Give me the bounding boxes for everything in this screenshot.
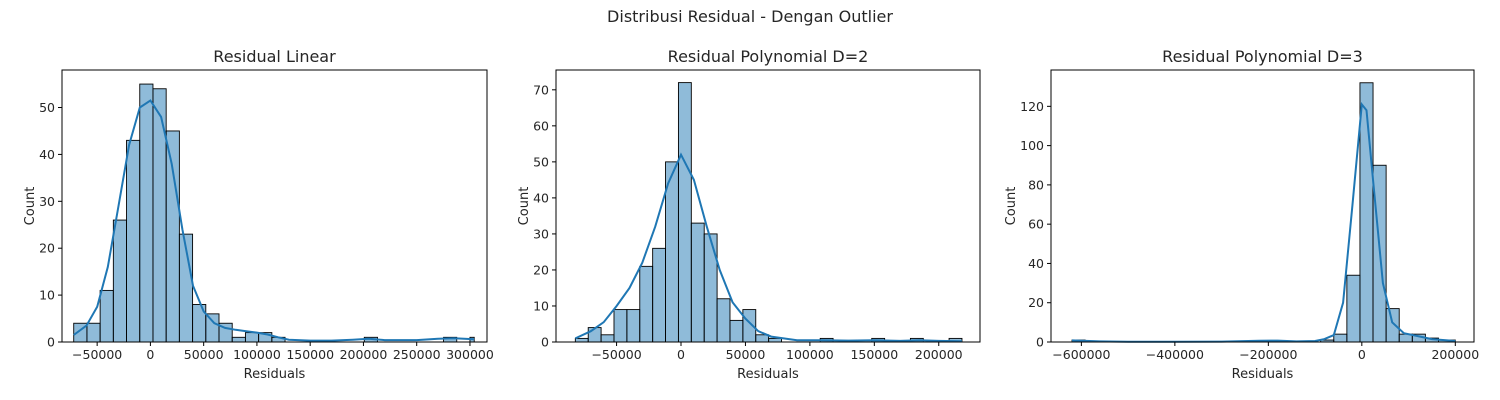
y-axis-label: Count <box>23 187 38 226</box>
y-tick-label: 10 <box>533 298 549 313</box>
y-tick-label: 120 <box>1020 99 1044 114</box>
plot-frame <box>1050 69 1475 343</box>
x-tick-label: −600000 <box>1052 347 1110 362</box>
kde-curve <box>574 152 963 343</box>
y-tick-label: 60 <box>533 118 549 133</box>
histogram-bar <box>1359 82 1374 343</box>
histogram-bar <box>703 233 718 343</box>
x-tick-label: 0 <box>1358 347 1366 362</box>
plot-frame <box>555 69 981 343</box>
y-tick-label: 0 <box>541 335 549 350</box>
y-tick-label: 10 <box>39 288 55 303</box>
panel-title: Residual Polynomial D=2 <box>668 47 869 66</box>
x-tick-label: −400000 <box>1146 347 1204 362</box>
histogram-bar <box>677 82 692 343</box>
histogram-bar <box>690 222 705 343</box>
kde-curve <box>1071 101 1456 343</box>
histogram-bar <box>613 309 628 343</box>
histogram-bar <box>652 247 666 343</box>
kde-curve <box>73 99 475 342</box>
histogram-bar <box>587 327 602 343</box>
x-tick-label: 0 <box>677 347 685 362</box>
histogram-bar <box>755 334 770 343</box>
x-tick-label: −50000 <box>72 347 122 362</box>
histogram-bar <box>99 289 114 343</box>
histogram-bar <box>205 313 220 343</box>
histogram-bar <box>1385 308 1400 343</box>
x-tick-label: −50000 <box>591 347 641 362</box>
x-tick-label: 200000 <box>915 347 963 362</box>
panel-title: Residual Linear <box>213 47 336 66</box>
y-tick-label: 0 <box>1036 335 1044 350</box>
y-tick-label: 20 <box>1028 295 1044 310</box>
x-tick-label: 200000 <box>1431 347 1479 362</box>
x-tick-label: 50000 <box>184 347 224 362</box>
histogram-bar <box>716 298 731 343</box>
y-tick-label: 50 <box>533 154 549 169</box>
y-tick-label: 30 <box>39 194 55 209</box>
x-tick-label: 150000 <box>286 347 334 362</box>
histogram-bar <box>244 332 260 343</box>
y-tick-label: 80 <box>1028 177 1044 192</box>
x-tick-label: 100000 <box>233 347 281 362</box>
figure-suptitle: Distribusi Residual - Dengan Outlier <box>607 7 893 26</box>
panel-title: Residual Polynomial D=3 <box>1162 47 1363 66</box>
x-axis-label: Residuals <box>737 367 799 382</box>
y-tick-label: 70 <box>533 82 549 97</box>
histogram-bar <box>729 319 744 343</box>
y-tick-label: 20 <box>533 262 549 277</box>
y-tick-label: 40 <box>39 147 55 162</box>
histogram-bar <box>600 334 615 343</box>
x-tick-label: 0 <box>146 347 154 362</box>
chart-panels: −50000 0 50000 100000 150000 200000 250000 3000… <box>23 47 1479 382</box>
y-tick-label: 30 <box>533 226 549 241</box>
histogram-bar <box>768 337 782 343</box>
histogram-bar <box>1333 333 1348 343</box>
histogram-bar <box>574 337 589 343</box>
histogram-bar <box>112 219 127 343</box>
y-tick-label: 40 <box>533 190 549 205</box>
y-axis-label: Count <box>517 187 532 226</box>
y-tick-label: 0 <box>47 335 55 350</box>
histogram-bar <box>231 336 246 343</box>
y-tick-label: 60 <box>1028 217 1044 232</box>
histogram-bar <box>126 139 141 343</box>
y-tick-label: 40 <box>1028 256 1044 271</box>
histogram-bar <box>626 309 641 343</box>
histogram-bar <box>139 83 154 343</box>
x-tick-label: 300000 <box>446 347 494 362</box>
y-tick-label: 100 <box>1020 138 1044 153</box>
histogram-bar <box>639 265 654 343</box>
plot-frame <box>61 69 488 343</box>
y-tick-label: 50 <box>39 100 55 115</box>
histogram-bar <box>165 130 180 343</box>
histogram-bar <box>86 322 101 343</box>
chart-panel-1: −50000 0 50000 100000 150000 200000 250000 3000… <box>23 47 494 382</box>
x-tick-label: 250000 <box>393 347 441 362</box>
x-axis-label: Residuals <box>1232 367 1294 382</box>
y-tick-label: 20 <box>39 241 55 256</box>
x-tick-label: 200000 <box>340 347 388 362</box>
x-axis-label: Residuals <box>244 367 306 382</box>
x-tick-label: −200000 <box>1239 347 1297 362</box>
x-tick-label: 100000 <box>786 347 834 362</box>
x-tick-label: 150000 <box>850 347 898 362</box>
x-tick-label: 50000 <box>726 347 766 362</box>
histogram-bar <box>1346 274 1361 343</box>
chart-panel-3: −600000 −400000 −200000 0 200000 0 20 40 60 80 100… <box>1004 47 1479 382</box>
y-axis-label: Count <box>1004 187 1019 226</box>
chart-panel-2: −50000 0 50000 100000 150000 200000 0 10 20 30 40 5… <box>517 47 981 382</box>
